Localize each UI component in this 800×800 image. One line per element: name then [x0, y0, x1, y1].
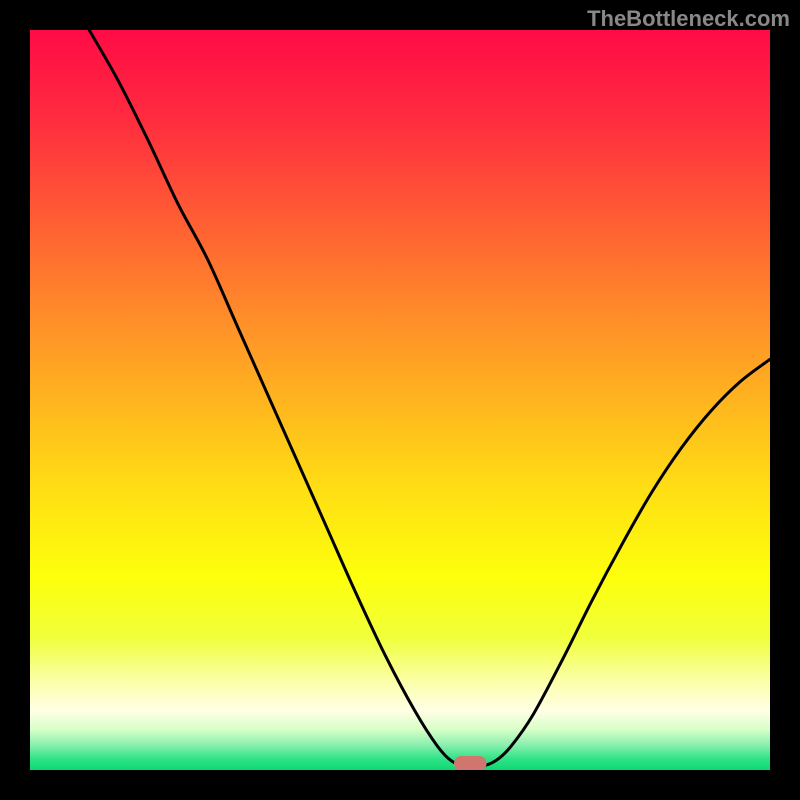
bottleneck-chart [30, 30, 770, 770]
watermark-text: TheBottleneck.com [587, 6, 790, 32]
chart-frame [30, 30, 770, 770]
watermark-label: TheBottleneck.com [587, 6, 790, 31]
chart-background [30, 30, 770, 770]
optimal-marker [454, 756, 487, 770]
